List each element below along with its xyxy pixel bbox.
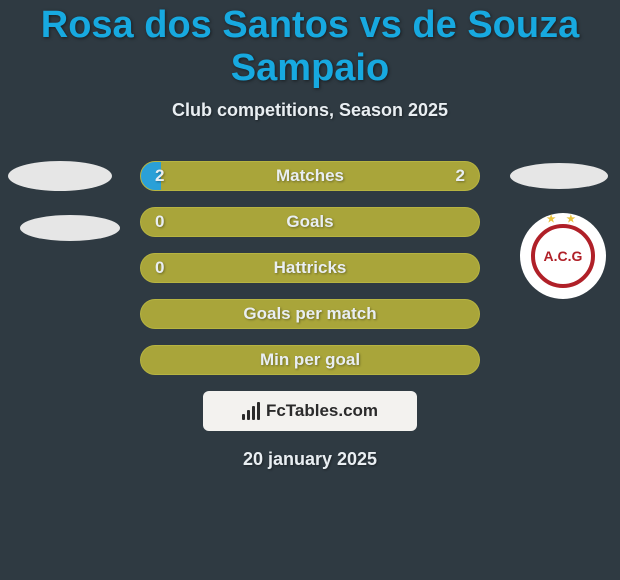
stat-row: Goals per match: [0, 299, 620, 329]
watermark-text: FcTables.com: [266, 401, 378, 421]
stat-left-value: 0: [155, 212, 164, 232]
stat-bar-goals-per-match: Goals per match: [140, 299, 480, 329]
stat-row: 2 Matches 2: [0, 161, 620, 191]
comparison-rows: ★ ★ A.C.G 2 Matches 2 0 Goals 0 Hattrick…: [0, 161, 620, 470]
stat-bar-min-per-goal: Min per goal: [140, 345, 480, 375]
stat-label: Matches: [276, 166, 344, 186]
snapshot-date: 20 january 2025: [0, 449, 620, 470]
stat-right-value: 2: [456, 166, 465, 186]
stat-bar-matches: 2 Matches 2: [140, 161, 480, 191]
stat-label: Hattricks: [274, 258, 347, 278]
watermark: FcTables.com: [203, 391, 417, 431]
stat-left-value: 0: [155, 258, 164, 278]
stat-label: Min per goal: [260, 350, 360, 370]
stat-left-value: 2: [155, 166, 164, 186]
stat-bar-hattricks: 0 Hattricks: [140, 253, 480, 283]
stat-row: 0 Hattricks: [0, 253, 620, 283]
stat-row: 0 Goals: [0, 207, 620, 237]
stat-label: Goals per match: [243, 304, 376, 324]
stat-row: Min per goal: [0, 345, 620, 375]
bar-chart-icon: [242, 402, 260, 420]
subtitle: Club competitions, Season 2025: [0, 100, 620, 121]
stat-label: Goals: [286, 212, 333, 232]
stat-bar-goals: 0 Goals: [140, 207, 480, 237]
page-title: Rosa dos Santos vs de Souza Sampaio: [0, 0, 620, 90]
